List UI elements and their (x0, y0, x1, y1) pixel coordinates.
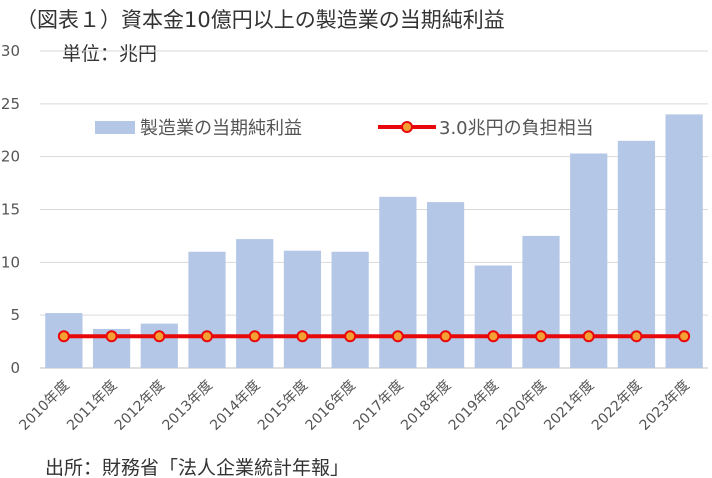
source-note: 出所：財務省「法人企業統計年報」 (45, 457, 349, 478)
x-tick-label: 2019年度 (446, 378, 502, 434)
x-tick-label: 2016年度 (303, 378, 359, 434)
y-tick-label: 25 (1, 95, 20, 113)
y-tick-label: 5 (10, 306, 20, 324)
x-tick-label: 2012年度 (112, 378, 168, 434)
legend-line-label: 3.0兆円の負担相当 (439, 118, 594, 139)
x-tick-label: 2013年度 (160, 378, 216, 434)
legend-bar-label: 製造業の当期純利益 (140, 118, 302, 139)
legend-line-marker (401, 121, 413, 133)
x-tick-label: 2014年度 (207, 378, 263, 434)
y-tick-label: 20 (1, 148, 20, 166)
bar-2023年度 (665, 114, 703, 369)
x-tick-label: 2022年度 (589, 378, 645, 434)
line-point-2014年度 (248, 330, 261, 343)
line-point-2023年度 (678, 330, 691, 343)
legend: 製造業の当期純利益 3.0兆円の負担相当 (95, 118, 594, 139)
line-point-2021年度 (582, 330, 595, 343)
line-point-2019年度 (487, 330, 500, 343)
x-axis-ticks: 2010年度2011年度2012年度2013年度2014年度2015年度2016… (16, 378, 693, 434)
line-point-2017年度 (391, 330, 404, 343)
line-point-2015年度 (296, 330, 309, 343)
line-point-2020年度 (535, 330, 547, 343)
y-tick-label: 30 (1, 42, 20, 60)
line-point-2010年度 (57, 330, 70, 343)
bar-2012年度 (140, 323, 178, 368)
y-tick-label: 10 (1, 253, 20, 271)
gridlines (40, 50, 708, 369)
x-tick-label: 2018年度 (398, 378, 454, 434)
bar-2018年度 (426, 202, 465, 368)
x-tick-label: 2020年度 (494, 378, 550, 434)
unit-label: 単位：兆円 (62, 43, 157, 65)
x-tick-label: 2017年度 (350, 378, 406, 434)
y-tick-label: 15 (1, 201, 20, 219)
bar-2020年度 (522, 235, 560, 368)
line-series (57, 330, 691, 343)
x-tick-label: 2023年度 (637, 378, 693, 434)
bar-2017年度 (379, 196, 417, 368)
line-point-2012年度 (153, 330, 166, 343)
x-tick-label: 2021年度 (541, 378, 597, 434)
x-tick-label: 2010年度 (16, 378, 72, 434)
legend-bar-swatch (95, 121, 135, 134)
line-point-2018年度 (439, 330, 452, 343)
line-point-2022年度 (630, 330, 643, 343)
bar-2022年度 (617, 140, 656, 368)
line-point-2013年度 (201, 330, 213, 343)
x-tick-label: 2015年度 (255, 378, 311, 434)
bar-2013年度 (188, 251, 226, 368)
bar-2015年度 (283, 250, 322, 368)
chart-title: （図表１）資本金10億円以上の製造業の当期純利益 (16, 8, 505, 32)
line-point-2011年度 (105, 330, 118, 343)
bar-2014年度 (236, 239, 274, 368)
bar-series (45, 114, 703, 369)
y-axis-ticks: 0 5 10 15 20 25 30 (1, 42, 20, 377)
y-tick-label: 0 (10, 359, 20, 377)
line-point-2016年度 (344, 330, 357, 343)
bar-2016年度 (331, 251, 369, 368)
bar-2019年度 (474, 265, 512, 368)
x-tick-label: 2011年度 (64, 378, 120, 434)
